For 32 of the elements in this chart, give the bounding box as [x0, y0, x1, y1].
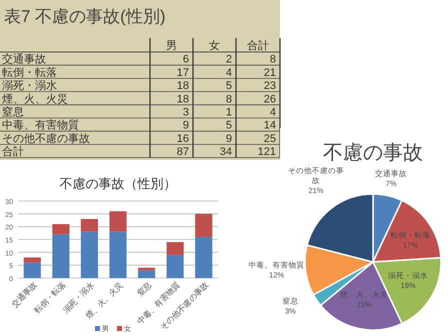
category-label: 交通事故: [2, 52, 46, 66]
bar: [24, 257, 41, 263]
category-label: 中毒、有害物質: [2, 118, 79, 132]
bar: [24, 262, 41, 278]
bar: [80, 218, 98, 232]
bar: [166, 254, 184, 278]
category-label: その他不慮の事故: [2, 132, 90, 145]
category-label: 煙、火、火災: [2, 92, 68, 106]
text: 女: [209, 40, 220, 52]
column: 2 4 5 8 1 5 9 34: [220, 54, 232, 158]
chart-title: 不慮の事故: [323, 142, 423, 164]
bar: [80, 232, 98, 278]
bar: [138, 268, 156, 270]
text: 表7 不慮の事故(性別): [4, 7, 166, 26]
category-label: 合計: [2, 145, 24, 158]
bar: [138, 270, 156, 278]
bar: [166, 242, 184, 255]
bar: [109, 211, 127, 232]
bar: [109, 232, 127, 278]
bar: [52, 224, 70, 234]
category-label: 転倒・転落: [2, 66, 57, 79]
bar: [52, 234, 70, 278]
category-label: 溺死・溺水: [2, 79, 57, 92]
x-tick-label: 窒息: [135, 280, 154, 298]
text: 男: [166, 40, 177, 52]
bar: [195, 236, 212, 278]
column: 8 21 23 26 4 14 25 121: [258, 54, 276, 158]
text: 合計: [247, 39, 269, 52]
column: 6 17 18 18 3 9 16 87: [176, 54, 189, 158]
category-label: 窒息: [2, 106, 24, 118]
bar: [195, 214, 212, 237]
chart-title: 不慮の事故（性別）: [60, 176, 176, 191]
